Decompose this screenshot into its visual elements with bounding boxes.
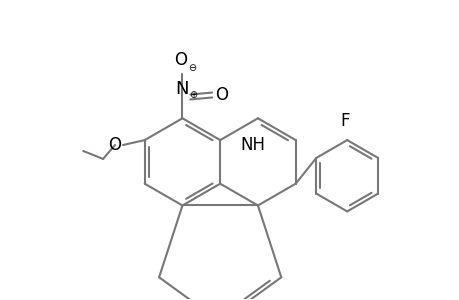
Text: O: O <box>108 136 121 154</box>
Text: N: N <box>175 80 189 98</box>
Text: NH: NH <box>240 136 265 154</box>
Text: F: F <box>340 112 349 130</box>
Text: O: O <box>215 85 228 103</box>
Text: ⊕: ⊕ <box>189 89 197 100</box>
Text: O: O <box>174 51 186 69</box>
Text: ⊖: ⊖ <box>188 63 196 73</box>
